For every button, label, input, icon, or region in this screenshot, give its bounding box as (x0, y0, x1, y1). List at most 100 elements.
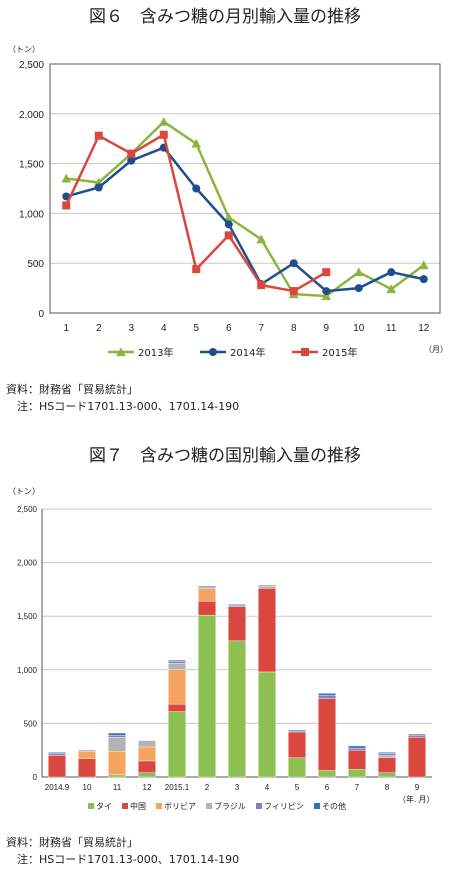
bar-segment (198, 600, 216, 616)
data-point (322, 268, 331, 277)
bars-group (48, 584, 426, 778)
bar-segment (198, 585, 216, 588)
bar-segment (198, 588, 216, 602)
x-tick-label: 7 (355, 783, 360, 792)
x-tick-label: 4 (265, 783, 270, 792)
series-line (66, 120, 425, 298)
bar-segment (168, 659, 186, 662)
bar-segment (258, 588, 276, 673)
x-tick-label: 12 (143, 783, 152, 792)
bar-segment (108, 774, 126, 778)
x-tick-label: 10 (83, 783, 92, 792)
hs-code-note: 注：HSコード1701.13-000、1701.14-190 (6, 852, 239, 866)
x-tick-labels: 2014.9 10 11 12 2015.1 2 3 4 5 6 7 8 9 (45, 783, 420, 792)
data-point (289, 259, 298, 268)
bar-segment (258, 671, 276, 778)
y-tick-label: 2,500 (17, 505, 38, 514)
x-tick-label: 12 (418, 323, 430, 334)
bar-segment (78, 750, 96, 752)
bar-segment (378, 752, 396, 754)
bar-segment (288, 729, 306, 732)
data-point (94, 131, 103, 140)
chart-title: 図６ 含みつ糖の月別輸入量の推移 (89, 7, 361, 27)
bar-segment (318, 693, 336, 696)
bar-segment (408, 734, 426, 738)
y-tick-label: 500 (24, 719, 38, 728)
line-chart-monthly-imports: 図６ 含みつ糖の月別輸入量の推移 （トン） 0 500 1,000 1,500 2,00… (6, 7, 448, 413)
data-point (158, 116, 169, 126)
x-tick-label: 2 (96, 323, 102, 334)
data-point (387, 268, 396, 277)
x-tick-label: 11 (113, 783, 122, 792)
legend-swatch (88, 803, 94, 809)
legend-swatch (122, 803, 128, 809)
bar-segment (108, 734, 126, 738)
data-point (127, 149, 136, 158)
y-axis-unit: （トン） (8, 45, 40, 54)
data-point (386, 284, 397, 294)
bar-segment (318, 695, 336, 699)
legend-label: タイ (96, 802, 112, 811)
data-point (223, 212, 234, 222)
data-point (418, 260, 429, 270)
bar-segment (258, 585, 276, 589)
data-point (289, 287, 298, 296)
legend-marker (301, 348, 309, 356)
chart-title: 図７ 含みつ糖の国別輸入量の推移 (89, 446, 361, 466)
y-axis-unit: （トン） (8, 487, 40, 496)
bar-segment (108, 751, 126, 776)
x-tick-label: 6 (325, 783, 330, 792)
bar-segment (168, 661, 186, 664)
bar-segment (108, 732, 126, 736)
y-tick-label: 0 (38, 309, 44, 320)
bar-segment (228, 604, 246, 606)
y-tick-label: 1,500 (17, 612, 38, 621)
bar-segment (288, 731, 306, 758)
x-tick-label: 11 (386, 323, 397, 334)
bar-segment (228, 640, 246, 778)
legend: 2013年 2014年 2015年 (108, 346, 357, 359)
bar-segment (198, 614, 216, 778)
bar-segment (378, 757, 396, 773)
bar-segment (48, 752, 66, 754)
data-point (224, 231, 233, 240)
legend-swatch (206, 803, 212, 809)
legend: タイ 中国 ボリビア ブラジル フィリピン その他 (88, 801, 346, 811)
y-tick-label: 500 (27, 259, 44, 270)
bar-segment (168, 711, 186, 778)
data-point (192, 184, 201, 193)
x-axis-unit: （年. 月） (398, 794, 434, 804)
source-note: 資料：財務省「貿易統計」 (6, 382, 138, 396)
x-tick-label: 4 (161, 323, 167, 334)
bar-segment (168, 703, 186, 712)
y-tick-label: 1,500 (19, 160, 44, 171)
bar-segment (348, 750, 366, 770)
legend-marker (116, 347, 126, 356)
legend-label: ブラジル (214, 801, 246, 811)
bar-segment (138, 740, 156, 748)
y-tick-label: 1,000 (19, 209, 44, 220)
legend-label: 2015年 (322, 346, 357, 359)
bar-segment (408, 737, 426, 778)
y-tick-labels: 0 500 1,000 1,500 2,000 2,500 (17, 505, 38, 782)
bar-segment (78, 758, 96, 778)
bar-segment (288, 757, 306, 778)
x-tick-label: 3 (235, 783, 240, 792)
stacked-bar-chart-country-imports: 図７ 含みつ糖の国別輸入量の推移 （トン） 0 500 1,000 1,500 2,00… (6, 446, 434, 866)
bar-segment (138, 760, 156, 773)
grid (49, 63, 441, 314)
y-tick-label: 1,000 (17, 666, 38, 675)
series-line (65, 146, 425, 293)
legend-marker (209, 348, 217, 356)
data-point (322, 287, 331, 296)
bar-segment (108, 737, 126, 752)
x-tick-label: 2 (205, 783, 210, 792)
x-tick-label: 3 (128, 323, 134, 334)
data-point (321, 291, 332, 301)
legend-label: ボリビア (164, 802, 196, 811)
plot-frame (49, 63, 441, 314)
x-tick-label: 1 (63, 323, 69, 334)
data-point (256, 234, 267, 244)
bar-segment (228, 606, 246, 642)
legend-swatch (256, 803, 262, 809)
